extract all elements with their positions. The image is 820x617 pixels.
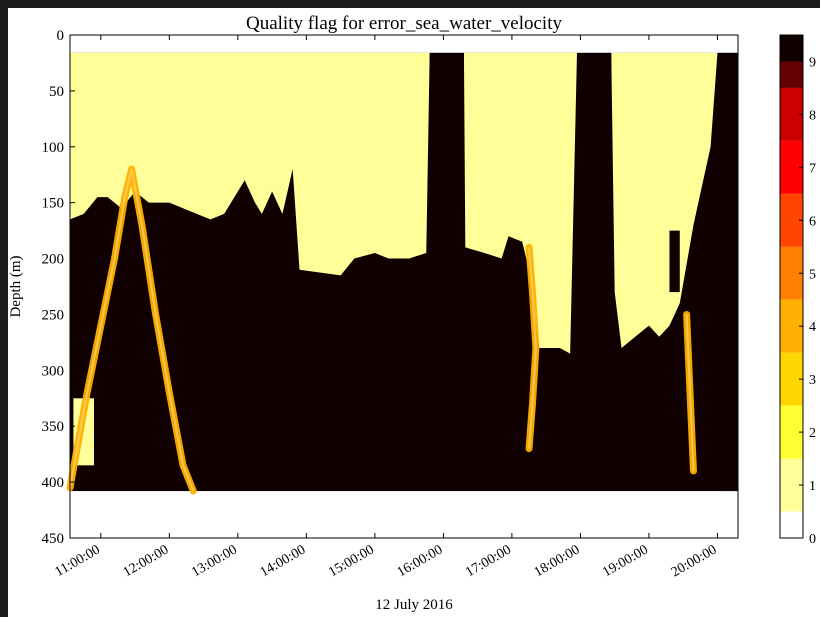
colorbar-segment xyxy=(780,61,803,88)
chart-title: Quality flag for error_sea_water_velocit… xyxy=(246,13,563,34)
y-tick-label: 450 xyxy=(42,531,65,547)
x-tick-label: 15:00:00 xyxy=(326,542,377,580)
colorbar-tick-label: 6 xyxy=(809,214,816,229)
y-tick-label: 100 xyxy=(42,140,65,156)
colorbar-segment xyxy=(780,458,803,512)
colorbar-segment xyxy=(780,35,803,62)
colorbar-tick-label: 5 xyxy=(809,267,816,282)
colorbar-tick-label: 7 xyxy=(809,161,816,176)
x-tick-label: 12:00:00 xyxy=(121,542,172,580)
colorbar-segment xyxy=(780,405,803,459)
colorbar-segment xyxy=(780,352,803,406)
colorbar-tick-label: 9 xyxy=(809,55,816,70)
bad-flag-column-1 xyxy=(576,52,612,354)
bad-flag-column-2 xyxy=(717,52,738,492)
colorbar-segment xyxy=(780,246,803,300)
y-tick-label: 400 xyxy=(42,475,65,491)
colorbar-segment xyxy=(780,299,803,353)
colorbar-segment xyxy=(780,193,803,247)
x-tick-label: 20:00:00 xyxy=(669,542,720,580)
y-axis-label: Depth (m) xyxy=(8,255,24,317)
y-tick-label: 350 xyxy=(42,419,65,435)
colorbar-frame xyxy=(779,34,804,539)
figure-canvas: 0 50 100 150 200 250 300 350 400 450 11:00:00 12:00… xyxy=(8,8,820,617)
colorbar-segment xyxy=(780,511,803,538)
y-tick-label: 150 xyxy=(42,196,65,212)
x-tick-label: 18:00:00 xyxy=(532,542,583,580)
y-tick-label: 0 xyxy=(57,28,65,44)
colorbar-segment xyxy=(780,87,803,141)
colorbar-tick-label: 3 xyxy=(809,373,816,388)
colorbar-tick-label: 4 xyxy=(809,320,816,335)
x-tick-label: 16:00:00 xyxy=(395,542,446,580)
good-flag-region xyxy=(70,52,738,354)
x-tick-label: 17:00:00 xyxy=(463,542,514,580)
y-tick-label: 250 xyxy=(42,307,65,323)
y-tick-label: 300 xyxy=(42,363,65,379)
suspect-flag-band-core-2 xyxy=(685,314,695,471)
bad-flag-column-3 xyxy=(669,230,680,293)
x-tick-label: 14:00:00 xyxy=(258,542,309,580)
y-tick-label: 200 xyxy=(42,252,65,268)
y-tick-label: 50 xyxy=(49,84,64,100)
colorbar-tick-label: 1 xyxy=(809,479,816,494)
suspect-flag-band-core-0 xyxy=(69,168,195,492)
x-tick-label: 11:00:00 xyxy=(53,542,103,580)
colorbar-tick-label: 0 xyxy=(809,532,816,547)
suspect-flag-band-core-1 xyxy=(528,247,537,449)
x-tick-label: 19:00:00 xyxy=(600,542,651,580)
x-tick-label: 13:00:00 xyxy=(189,542,240,580)
colorbar-tick-label: 2 xyxy=(809,426,816,441)
bad-flag-column-0 xyxy=(429,52,464,253)
colorbar-segment xyxy=(780,140,803,194)
x-axis-label: 12 July 2016 xyxy=(375,597,453,613)
colorbar-tick-label: 8 xyxy=(809,108,816,123)
plot-frame xyxy=(69,34,739,539)
